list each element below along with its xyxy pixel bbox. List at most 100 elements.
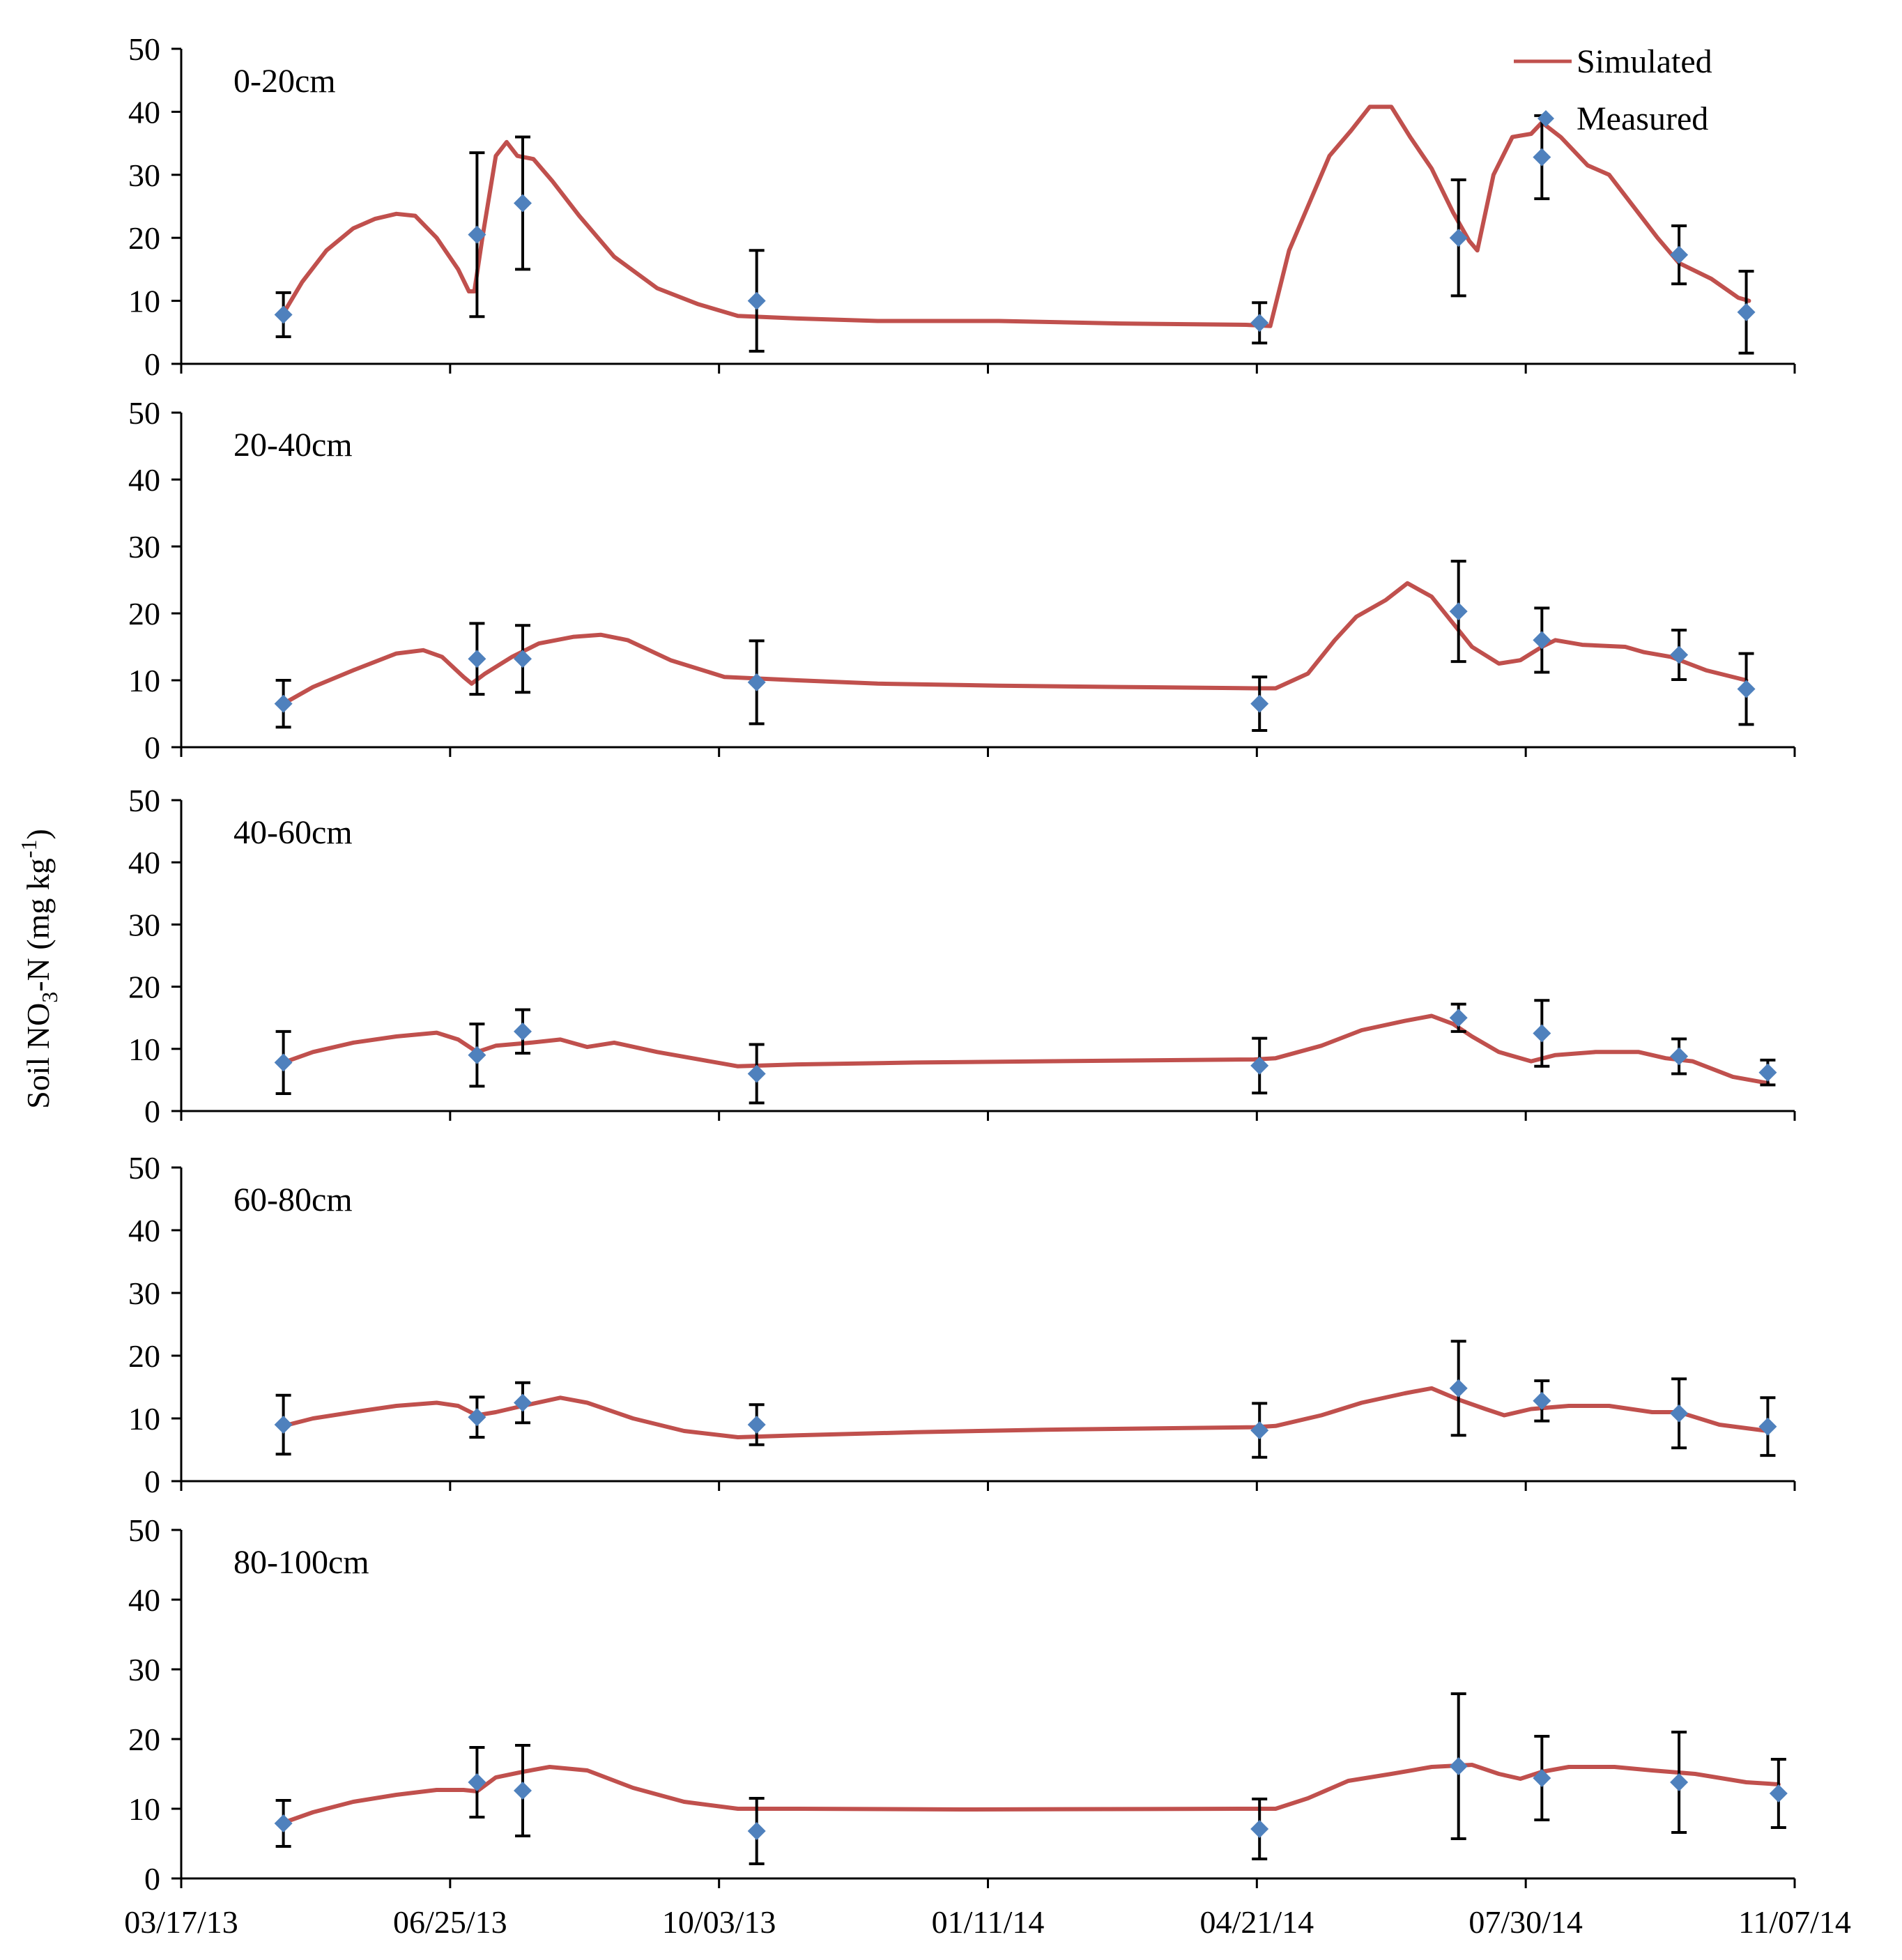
measured-point (747, 1064, 766, 1083)
measured-point (1250, 694, 1269, 713)
measured-point-group (747, 1043, 766, 1105)
measured-point-group (747, 249, 766, 353)
y-tick-label: 10 (128, 284, 160, 319)
measured-point (1250, 1421, 1269, 1440)
y-tick-label: 50 (128, 31, 160, 67)
y-tick-label: 30 (128, 1652, 160, 1687)
measured-point (274, 305, 293, 324)
measured-point (514, 1022, 532, 1041)
x-tick-labels: 03/17/13 06/25/13 10/03/13 01/11/14 04/21/14… (124, 1904, 1851, 1940)
panel-title: 80-100cm (233, 1544, 369, 1581)
measured-point-group (1449, 1692, 1468, 1840)
measured-point-group (1533, 1379, 1551, 1423)
measured-point (747, 673, 766, 691)
measured-point-group (1533, 999, 1551, 1068)
legend: Simulated Measured (1514, 43, 1712, 137)
simulated-series-line (281, 1386, 1770, 1439)
measured-point-group (468, 1395, 486, 1439)
measured-point (747, 291, 766, 310)
measured-point (1449, 602, 1468, 621)
measured-point (1670, 245, 1689, 264)
measured-point (1533, 148, 1551, 167)
y-tick-label: 50 (128, 395, 160, 431)
measured-point (468, 225, 486, 244)
y-axis-label-end: ) (20, 829, 56, 839)
legend-measured-label: Measured (1577, 100, 1708, 137)
measured-point (1769, 1784, 1788, 1802)
measured-point-group (514, 624, 532, 694)
measured-point-group (1670, 224, 1689, 286)
measured-point (1533, 1769, 1551, 1787)
measured-point-group (1758, 1396, 1777, 1457)
x-tick-label: 03/17/13 (124, 1904, 238, 1940)
measured-point (1758, 1417, 1777, 1436)
measured-point-group (1737, 270, 1756, 355)
measured-point-group (747, 1403, 766, 1446)
measured-point-group (274, 1393, 293, 1456)
simulated-series-line (281, 581, 1749, 706)
y-tick-label: 20 (128, 1338, 160, 1374)
measured-point-group (274, 291, 293, 339)
measured-point (514, 650, 532, 668)
simulated-series-line (281, 1013, 1770, 1085)
y-tick-label: 20 (128, 970, 160, 1005)
measured-point (514, 1782, 532, 1800)
measured-point-group (1670, 1037, 1689, 1075)
y-tick-label: 10 (128, 1791, 160, 1827)
measured-point (747, 1416, 766, 1434)
measured-point-group (274, 1799, 293, 1848)
y-tick-label: 40 (128, 845, 160, 880)
measured-point-group (1250, 1036, 1269, 1095)
simulated-series-line (281, 105, 1751, 328)
measured-point (468, 1046, 486, 1064)
measured-point-group (514, 1744, 532, 1837)
measured-point-group (1737, 652, 1756, 726)
measured-point-group (1533, 1735, 1551, 1821)
panel-title: 40-60cm (233, 814, 353, 851)
y-tick-label: 40 (128, 1213, 160, 1248)
y-tick-label: 30 (128, 1276, 160, 1311)
measured-point-group (1758, 1058, 1777, 1087)
measured-point (274, 1416, 293, 1434)
measured-point (1737, 303, 1756, 321)
legend-simulated-label: Simulated (1577, 43, 1712, 80)
measured-point-group (1769, 1758, 1788, 1829)
y-tick-label: 20 (128, 220, 160, 256)
x-tick-label: 07/30/14 (1468, 1904, 1583, 1940)
measured-point (1533, 1024, 1551, 1043)
measured-point-group (1449, 1340, 1468, 1437)
y-tick-label: 0 (144, 1861, 160, 1897)
measured-point-group (468, 151, 486, 319)
y-tick-label: 0 (144, 730, 160, 765)
measured-point-group (514, 1008, 532, 1055)
measured-point (1250, 1820, 1269, 1838)
measured-point (1737, 680, 1756, 698)
measured-point-group (274, 1029, 293, 1096)
y-tick-label: 30 (128, 158, 160, 193)
measured-point-group (1250, 1798, 1269, 1860)
measured-point-group (1670, 629, 1689, 682)
y-tick-label: 0 (144, 1464, 160, 1499)
measured-point-group (1533, 606, 1551, 674)
measured-point-group (747, 639, 766, 726)
x-tick-label: 06/25/13 (393, 1904, 507, 1940)
measured-point-group (1670, 1731, 1689, 1834)
y-tick-label: 30 (128, 907, 160, 942)
measured-point (514, 1393, 532, 1412)
measured-point (514, 194, 532, 213)
measured-point (1670, 1047, 1689, 1066)
panel-title: 0-20cm (233, 63, 336, 100)
y-tick-label: 50 (128, 783, 160, 818)
y-axis-label-middle: -N (mg kg (20, 858, 56, 992)
measured-point-group (1250, 1402, 1269, 1459)
y-tick-label: 0 (144, 1094, 160, 1129)
y-axis-label-subscript: 3 (37, 992, 62, 1003)
measured-point-group (1449, 178, 1468, 298)
measured-point-group (1250, 675, 1269, 732)
measured-point (1533, 1391, 1551, 1410)
measured-point-group (468, 622, 486, 696)
panel-title: 60-80cm (233, 1181, 353, 1218)
measured-point-group (1250, 301, 1269, 345)
measured-point (1250, 314, 1269, 332)
